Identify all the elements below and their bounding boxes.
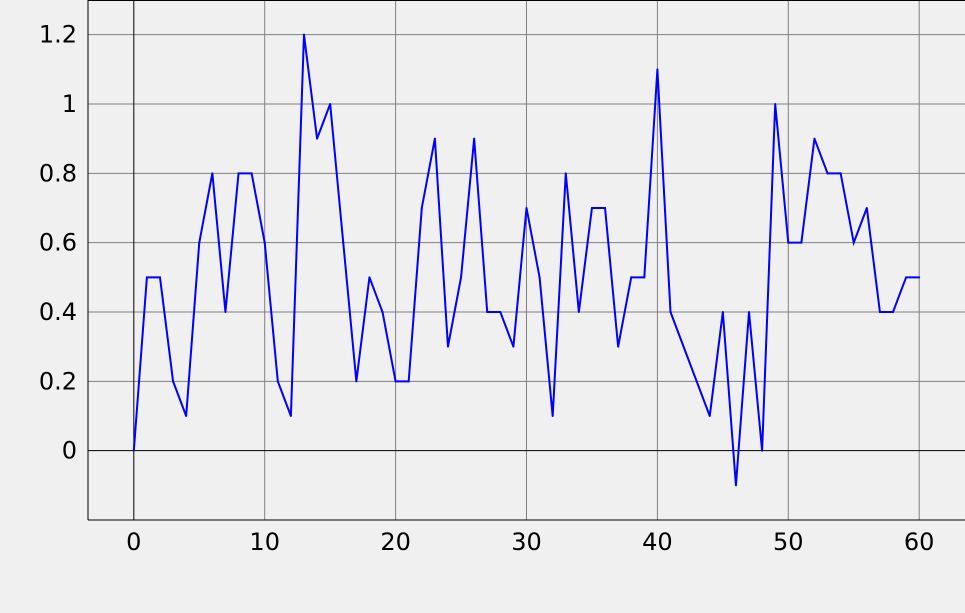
data-point xyxy=(172,380,175,383)
x-tick-label: 30 xyxy=(511,528,542,556)
data-point xyxy=(839,172,842,175)
y-tick-label: 0.8 xyxy=(39,159,77,187)
data-point xyxy=(276,380,279,383)
x-tick-label: 10 xyxy=(249,528,280,556)
data-point xyxy=(237,172,240,175)
data-point xyxy=(224,311,227,313)
data-point xyxy=(368,276,371,279)
tick-labels: 0 10 20 30 40 50 60 0 0.2 0.4 0.6 0.8 1 1.2 xyxy=(39,21,935,556)
data-point xyxy=(381,311,384,313)
data-point xyxy=(185,415,188,417)
data-point xyxy=(748,311,751,313)
x-tick-label: 50 xyxy=(773,528,804,556)
data-point xyxy=(250,172,253,175)
data-point xyxy=(355,380,358,383)
data-point xyxy=(499,311,502,313)
data-point xyxy=(512,345,515,348)
data-point xyxy=(486,311,489,313)
data-point xyxy=(734,484,737,487)
y-tick-label: 1.2 xyxy=(39,21,77,49)
data-point xyxy=(656,68,659,71)
y-tick-label: 0 xyxy=(62,437,77,465)
data-point xyxy=(892,311,895,313)
data-point xyxy=(420,207,423,209)
series-layer xyxy=(132,33,921,487)
x-tick-label: 0 xyxy=(126,528,141,556)
data-point xyxy=(590,207,593,209)
data-point xyxy=(813,137,816,140)
data-point xyxy=(918,276,921,279)
data-point xyxy=(263,241,266,244)
data-point xyxy=(198,241,201,244)
y-tick-label: 0.6 xyxy=(39,229,77,257)
data-point xyxy=(604,207,607,209)
data-point xyxy=(800,241,803,244)
data-point xyxy=(132,449,135,452)
data-point xyxy=(211,172,214,175)
data-point xyxy=(643,276,646,279)
data-point xyxy=(302,33,305,36)
data-point xyxy=(329,103,332,105)
grid xyxy=(88,0,965,520)
data-point xyxy=(669,311,672,313)
data-point xyxy=(852,241,855,244)
data-point xyxy=(826,172,829,175)
data-point xyxy=(289,415,292,417)
data-point xyxy=(460,276,463,279)
x-tick-label: 20 xyxy=(380,528,411,556)
data-point xyxy=(433,137,436,140)
data-point xyxy=(551,415,554,417)
data-point xyxy=(905,276,908,279)
x-tick-label: 40 xyxy=(642,528,673,556)
data-point xyxy=(446,345,449,348)
y-tick-label: 1 xyxy=(62,90,77,118)
data-point xyxy=(525,207,528,209)
data-point xyxy=(878,311,881,313)
y-tick-label: 0.2 xyxy=(39,367,77,395)
data-point xyxy=(316,137,319,140)
data-point xyxy=(630,276,633,279)
data-point xyxy=(761,449,764,452)
y-tick-label: 0.4 xyxy=(39,298,77,326)
data-point xyxy=(342,241,345,244)
data-point xyxy=(617,345,620,348)
data-point xyxy=(473,137,476,140)
axes xyxy=(87,0,965,521)
data-point xyxy=(721,311,724,313)
data-point xyxy=(708,415,711,417)
data-point xyxy=(145,276,148,279)
data-point xyxy=(538,276,541,279)
data-point xyxy=(394,380,397,383)
data-point xyxy=(158,276,161,279)
data-point xyxy=(787,241,790,244)
data-point xyxy=(577,311,580,313)
x-tick-label: 60 xyxy=(904,528,935,556)
data-point xyxy=(407,380,410,383)
data-point xyxy=(564,172,567,175)
data-point xyxy=(774,103,777,105)
data-point xyxy=(865,207,868,209)
